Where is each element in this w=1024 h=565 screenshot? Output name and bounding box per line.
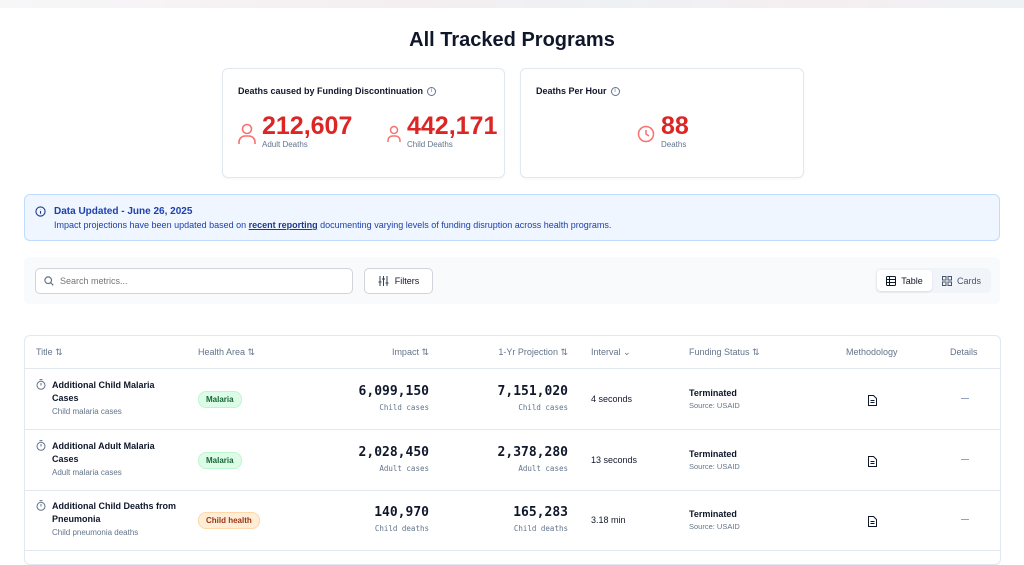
program-subtitle: Adult malaria cases — [52, 467, 122, 477]
grid-icon — [941, 275, 952, 286]
info-icon[interactable]: i — [427, 86, 437, 96]
health-area-badge: Malaria — [198, 391, 242, 408]
funding-status: Terminated — [689, 448, 737, 459]
sliders-icon — [378, 276, 389, 286]
table-header: Title ⇅ Health Area ⇅ Impact ⇅ 1-Yr Proj… — [25, 336, 1000, 369]
filters-label: Filters — [394, 276, 420, 286]
program-title: Additional Adult Malaria Cases — [52, 440, 155, 464]
interval-value: 3.18 min — [591, 515, 626, 525]
info-icon — [35, 206, 46, 217]
document-icon — [868, 516, 877, 527]
view-toggle: Table Cards — [875, 268, 991, 293]
methodology-button[interactable] — [868, 393, 877, 411]
health-area-badge: Malaria — [198, 451, 242, 469]
col-methodology: Methodology — [846, 347, 898, 357]
deaths-card: Deaths caused by Funding Discontinuation… — [222, 68, 505, 178]
cards-view-button[interactable]: Cards — [934, 270, 989, 291]
deaths-per-hour-card: Deaths Per Hour i 88 Deaths — [520, 68, 804, 178]
projection-unit: Child deaths — [513, 524, 568, 533]
details-dash — [961, 519, 969, 520]
funding-source: Source: USAID — [689, 461, 740, 471]
interval-value: 4 seconds — [591, 394, 633, 404]
impact-value: 2,028,450 — [358, 444, 429, 460]
methodology-button[interactable] — [868, 514, 877, 532]
search-input[interactable] — [60, 276, 340, 286]
search-icon — [44, 276, 54, 286]
projection-unit: Adult cases — [518, 463, 568, 473]
per-hour-label: Deaths — [661, 140, 687, 149]
col-title[interactable]: Title ⇅ — [36, 347, 63, 357]
impact-value: 6,099,150 — [358, 384, 429, 399]
adult-deaths-value: 212,607 — [262, 112, 353, 140]
search-box[interactable] — [35, 268, 353, 294]
interval-value: 13 seconds — [591, 454, 638, 465]
details-dash — [961, 458, 969, 460]
impact-unit: Adult cases — [379, 463, 429, 473]
table-row[interactable]: Additional Child Malaria Cases Child mala… — [25, 369, 1000, 430]
program-title: Additional Child Malaria Cases — [52, 380, 155, 403]
program-subtitle: Child malaria cases — [52, 407, 122, 416]
info-icon[interactable]: i — [610, 86, 620, 96]
table-view-label: Table — [901, 275, 923, 286]
recent-reporting-link[interactable]: recent reporting — [248, 220, 318, 230]
per-hour-title: Deaths Per Hour — [536, 86, 607, 96]
person-icon — [238, 123, 256, 144]
stopwatch-icon — [36, 439, 46, 451]
projection-value: 7,151,020 — [497, 384, 568, 399]
table-icon — [886, 275, 897, 286]
funding-source: Source: USAID — [689, 401, 740, 410]
toolbar: Filters Table Cards — [24, 257, 1000, 304]
adult-deaths-label: Adult Deaths — [262, 140, 308, 149]
funding-status: Terminated — [689, 509, 737, 519]
program-subtitle: Child pneumonia deaths — [52, 528, 139, 537]
child-deaths-value: 442,171 — [407, 112, 498, 140]
methodology-button[interactable] — [868, 454, 877, 472]
page-title: All Tracked Programs — [409, 29, 615, 51]
clock-icon — [637, 125, 655, 143]
impact-value: 140,970 — [374, 505, 429, 520]
document-icon — [868, 455, 877, 467]
impact-unit: Child deaths — [374, 524, 429, 533]
col-health-area[interactable]: Health Area ⇅ — [198, 347, 256, 357]
table-row[interactable]: Additional Adult Malaria Cases Adult mala… — [25, 430, 1000, 491]
col-impact[interactable]: Impact ⇅ — [391, 347, 429, 357]
projection-value: 165,283 — [513, 505, 568, 520]
projection-unit: Child cases — [518, 403, 568, 412]
funding-source: Source: USAID — [689, 522, 740, 531]
filters-button[interactable]: Filters — [364, 268, 433, 294]
per-hour-value: 88 — [661, 112, 689, 140]
stopwatch-icon — [36, 379, 46, 390]
deaths-card-title: Deaths caused by Funding Discontinuation — [238, 86, 424, 96]
col-projection[interactable]: 1-Yr Projection ⇅ — [498, 347, 568, 357]
document-icon — [868, 395, 877, 406]
col-funding-status[interactable]: Funding Status ⇅ — [689, 347, 760, 357]
banner-text: Impact projections have been updated bas… — [54, 220, 249, 230]
child-icon — [387, 125, 401, 142]
table-view-button[interactable]: Table — [877, 270, 932, 291]
projection-value: 2,378,280 — [497, 444, 568, 460]
stopwatch-icon — [36, 500, 46, 511]
col-interval[interactable]: Interval ⌄ — [591, 347, 631, 357]
impact-unit: Child cases — [379, 403, 429, 412]
cards-view-label: Cards — [956, 275, 981, 286]
table-row[interactable]: Additional Child Deaths from Pneumonia Ch… — [25, 490, 1000, 551]
health-area-badge: Child health — [198, 512, 260, 529]
header-image-strip — [0, 0, 1024, 8]
programs-table: Title ⇅ Health Area ⇅ Impact ⇅ 1-Yr Proj… — [24, 335, 1001, 565]
funding-status: Terminated — [689, 388, 737, 398]
update-banner: Data Updated - June 26, 2025 Impact proj… — [24, 194, 1000, 241]
banner-title: Data Updated - June 26, 2025 — [54, 206, 193, 217]
details-dash — [961, 398, 969, 399]
banner-text-end: documenting varying levels of funding di… — [317, 220, 612, 230]
program-title: Additional Child Deaths from Pneumonia — [52, 501, 177, 524]
col-details: Details — [950, 347, 978, 357]
child-deaths-label: Child Deaths — [407, 140, 453, 149]
